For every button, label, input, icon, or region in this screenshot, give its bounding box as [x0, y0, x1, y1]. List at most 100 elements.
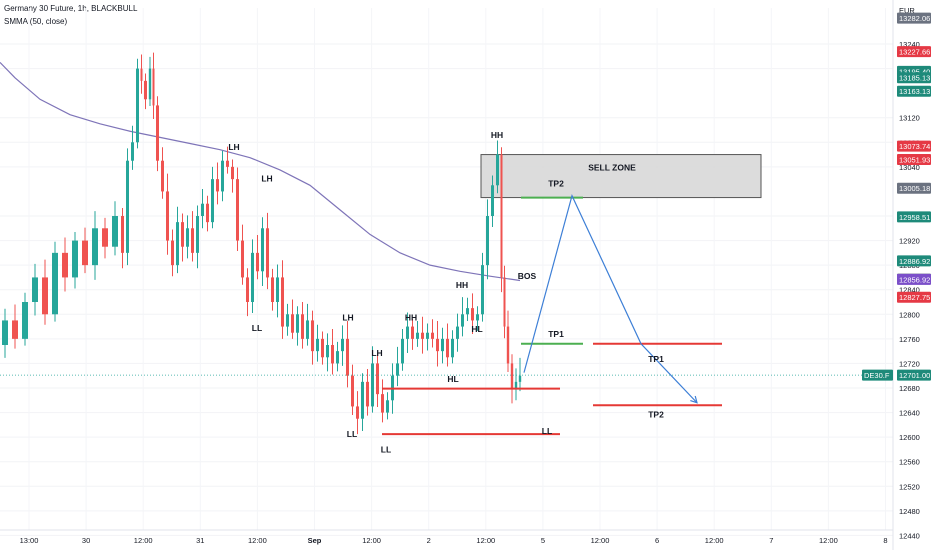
candle-body-86	[481, 265, 484, 315]
candle-body-51	[306, 320, 309, 339]
candle-body-88	[491, 185, 494, 216]
candle-body-16	[136, 68, 139, 143]
candle-body-76	[431, 332, 434, 339]
price-badge-label-3: 13185.13	[899, 74, 930, 83]
arrow-head	[690, 395, 698, 404]
candle-body-17	[140, 68, 143, 81]
candle-body-6	[52, 252, 58, 315]
candle-body-94	[514, 381, 518, 388]
price-badge-label-4: 13163.13	[899, 87, 930, 96]
candle-body-66	[381, 394, 384, 413]
candle-body-36	[231, 166, 234, 180]
x-tick-3: 31	[196, 536, 204, 545]
candle-body-40	[251, 252, 254, 302]
candle-body-26	[181, 222, 184, 247]
price-badge-label-12: 12827.75	[899, 293, 930, 302]
candle-body-48	[291, 314, 294, 333]
price-badge-5	[897, 140, 931, 152]
candle-body-38	[241, 240, 244, 278]
candle-body-43	[266, 228, 269, 278]
candle-body-9	[82, 240, 88, 266]
candle-body-20	[152, 68, 155, 106]
currency-label: EUR	[899, 6, 915, 15]
price-badge-0	[897, 12, 931, 24]
candle-body-90	[500, 154, 503, 278]
smma-line	[0, 62, 521, 282]
sell-zone-box	[480, 154, 762, 199]
candle-body-2	[12, 320, 18, 339]
candle-body-55	[326, 345, 329, 358]
annotation-9: HL	[471, 324, 482, 334]
x-tick-11: 6	[655, 536, 659, 545]
candle-body-91	[503, 277, 506, 327]
annotation-4: LH	[342, 312, 353, 322]
x-tick-4: 12:00	[248, 536, 267, 545]
candle-body-11	[102, 228, 108, 247]
price-badge-label-8: 12958.51	[899, 213, 930, 222]
x-tick-5: Sep	[308, 536, 322, 545]
y-tick-13: 12640	[899, 409, 920, 418]
price-badge-11	[897, 273, 931, 285]
x-tick-15: 8	[883, 536, 887, 545]
candle-body-24	[171, 240, 174, 266]
price-badge-label-1: 13227.66	[899, 48, 930, 57]
annotation-16: TP1	[548, 329, 564, 339]
candle-body-52	[311, 320, 314, 352]
candle-body-85	[476, 314, 479, 321]
x-tick-7: 2	[427, 536, 431, 545]
annotation-17: TP1	[648, 354, 664, 364]
candle-body-41	[256, 252, 259, 272]
candle-body-71	[406, 326, 409, 339]
price-badge-6	[897, 154, 931, 166]
candle-body-47	[286, 314, 289, 327]
candle-body-53	[316, 338, 319, 352]
price-badge-label-5: 13073.74	[899, 142, 930, 151]
candle-body-93	[510, 363, 514, 388]
y-tick-18: 12440	[899, 531, 920, 540]
y-tick-16: 12520	[899, 482, 920, 491]
x-tick-12: 12:00	[705, 536, 724, 545]
candle-body-5	[42, 277, 48, 315]
price-badge-label-9: 12886.92	[899, 257, 930, 266]
annotation-0: HH	[491, 130, 503, 140]
annotation-14: TP2	[548, 178, 564, 188]
candle-body-1	[2, 320, 8, 345]
x-tick-6: 12:00	[362, 536, 381, 545]
candle-body-56	[331, 345, 334, 364]
time-axis: 13:00 30 12:00 31 12:00 Sep 12:00 2 12:00 5 12:00 6…	[0, 529, 893, 545]
annotation-2: LH	[261, 174, 272, 184]
candle-body-74	[421, 332, 424, 339]
candle-body-3	[22, 302, 28, 339]
candle-body-89	[496, 154, 499, 186]
candle-body-33	[216, 179, 219, 192]
candle-body-14	[126, 160, 129, 253]
price-badge-4	[897, 85, 931, 97]
candle-body-18	[144, 80, 147, 100]
candle-body-84	[471, 308, 474, 321]
candle-body-61	[356, 406, 359, 419]
candle-body-50	[301, 314, 304, 339]
annotation-8: BOS	[518, 271, 537, 281]
candle-body-72	[411, 326, 414, 339]
y-tick-6: 12920	[899, 237, 920, 246]
candle-body-59	[346, 338, 349, 376]
price-badge-13	[897, 369, 931, 381]
candle-body-7	[62, 252, 68, 278]
candle-body-37	[236, 179, 239, 241]
candle-body-54	[321, 338, 324, 358]
levels-layer	[0, 196, 893, 436]
price-badge-label-0: 13282.06	[899, 14, 930, 23]
indicator-label[interactable]: SMMA (50, close)	[4, 17, 68, 26]
price-badge-9	[897, 255, 931, 267]
candle-body-69	[396, 363, 399, 376]
candle-body-10	[92, 228, 98, 266]
y-tick-14: 12600	[899, 433, 920, 442]
annotation-12: LL	[381, 444, 391, 454]
price-badge-12	[897, 291, 931, 303]
annotations-layer: HH LH LH LL LH LH HH HH BOS HL HL LL LL LL TP2 SELL ZON…	[228, 130, 664, 455]
price-badge-label-11: 12856.92	[899, 275, 930, 284]
smma-layer	[0, 62, 521, 282]
chart-title: Germany 30 Future, 1h, BLACKBULL	[4, 4, 138, 13]
candle-body-27	[186, 228, 189, 247]
